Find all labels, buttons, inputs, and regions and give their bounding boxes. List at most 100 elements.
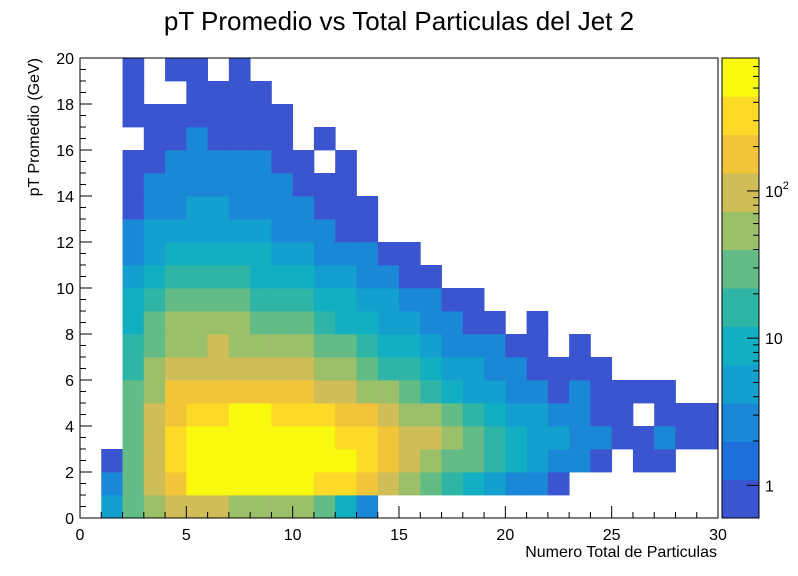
heatmap-cell	[526, 426, 549, 450]
heatmap-cell	[377, 288, 400, 312]
heatmap-cell	[441, 311, 464, 335]
heatmap-cell	[122, 449, 145, 473]
y-tick-label: 0	[65, 511, 74, 528]
heatmap-cell	[271, 104, 294, 128]
palette-swatch	[722, 479, 759, 519]
heatmap-cell	[590, 357, 613, 381]
heatmap-cell	[186, 265, 208, 289]
heatmap-cell	[526, 311, 549, 335]
heatmap-cell	[292, 196, 315, 220]
y-tick-label: 4	[65, 419, 74, 436]
heatmap-cell	[420, 334, 442, 358]
heatmap-cell	[569, 449, 591, 473]
heatmap-cell	[143, 288, 166, 312]
heatmap-cell	[335, 173, 357, 197]
heatmap-cell	[292, 242, 315, 266]
heatmap-cell	[122, 150, 145, 174]
heatmap-cell	[675, 426, 698, 450]
heatmap-cell	[292, 495, 315, 519]
heatmap-cell	[271, 311, 294, 335]
heatmap-cell	[377, 449, 400, 473]
heatmap-cell	[505, 449, 527, 473]
heatmap-cell	[143, 150, 166, 174]
y-tick-label: 2	[65, 465, 74, 482]
heatmap-cell	[228, 426, 251, 450]
heatmap-cell	[505, 426, 527, 450]
heatmap-cell	[590, 426, 613, 450]
heatmap-cell	[335, 288, 357, 312]
heatmap-cell	[632, 426, 655, 450]
heatmap-cell	[207, 196, 230, 220]
heatmap-cell	[441, 449, 464, 473]
heatmap-cell	[356, 334, 379, 358]
z-tick-label: 102	[765, 180, 789, 201]
heatmap-cell	[484, 403, 506, 427]
heatmap-cell	[654, 449, 676, 473]
heatmap-cell	[186, 357, 208, 381]
heatmap-cell	[165, 219, 187, 243]
heatmap-cell	[122, 357, 145, 381]
heatmap-cell	[313, 495, 336, 519]
palette-swatch	[722, 134, 759, 174]
heatmap-cell	[165, 58, 187, 82]
heatmap-cell	[207, 449, 230, 473]
heatmap-cell	[250, 173, 272, 197]
heatmap-cell	[399, 357, 421, 381]
heatmap-cell	[462, 449, 485, 473]
heatmap-cell	[356, 196, 379, 220]
x-tick-label: 20	[496, 527, 514, 544]
heatmap-cell	[228, 219, 251, 243]
heatmap-cell	[313, 265, 336, 289]
heatmap-cell	[250, 311, 272, 335]
heatmap-cell	[186, 403, 208, 427]
heatmap-cell	[611, 403, 634, 427]
y-tick-label: 16	[56, 143, 74, 160]
heatmap-cell	[484, 472, 506, 496]
heatmap-cell	[165, 357, 187, 381]
heatmap-cell	[313, 334, 336, 358]
heatmap-cell	[143, 242, 166, 266]
heatmap-cell	[228, 104, 251, 128]
y-tick-label: 12	[56, 235, 74, 252]
heatmap-cell	[632, 449, 655, 473]
heatmap-cell	[250, 449, 272, 473]
heatmap-cell	[250, 81, 272, 105]
heatmap-cell	[122, 242, 145, 266]
heatmap-cell	[271, 265, 294, 289]
heatmap-cell	[505, 334, 527, 358]
heatmap-cell	[313, 242, 336, 266]
heatmap-cell	[143, 380, 166, 404]
heatmap-cell	[228, 288, 251, 312]
heatmap-cell	[228, 127, 251, 151]
heatmap-cell	[207, 357, 230, 381]
x-tick-label: 10	[284, 527, 302, 544]
heatmap-cell	[207, 334, 230, 358]
heatmap-cell	[292, 403, 315, 427]
heatmap-cell	[271, 380, 294, 404]
heatmap-cell	[122, 403, 145, 427]
heatmap-cell	[228, 311, 251, 335]
heatmap-cell	[399, 242, 421, 266]
heatmap-cell	[420, 449, 442, 473]
heatmap-cell	[420, 265, 442, 289]
heatmap-cell	[271, 288, 294, 312]
heatmap-cell	[462, 380, 485, 404]
heatmap-cell	[165, 472, 187, 496]
heatmap-cell	[335, 150, 357, 174]
heatmap-cell	[122, 81, 145, 105]
heatmap-cell	[143, 426, 166, 450]
heatmap-cell	[186, 426, 208, 450]
heatmap-cell	[292, 288, 315, 312]
heatmap-cell	[207, 173, 230, 197]
heatmap-cell	[590, 380, 613, 404]
heatmap-cell	[292, 380, 315, 404]
heatmap-cell	[335, 196, 357, 220]
palette-swatch	[722, 211, 759, 251]
heatmap-cell	[547, 357, 570, 381]
heatmap-cell	[143, 472, 166, 496]
heatmap-cell	[292, 173, 315, 197]
heatmap-cell	[313, 449, 336, 473]
heatmap-cell	[696, 403, 719, 427]
heatmap-cell	[356, 380, 379, 404]
